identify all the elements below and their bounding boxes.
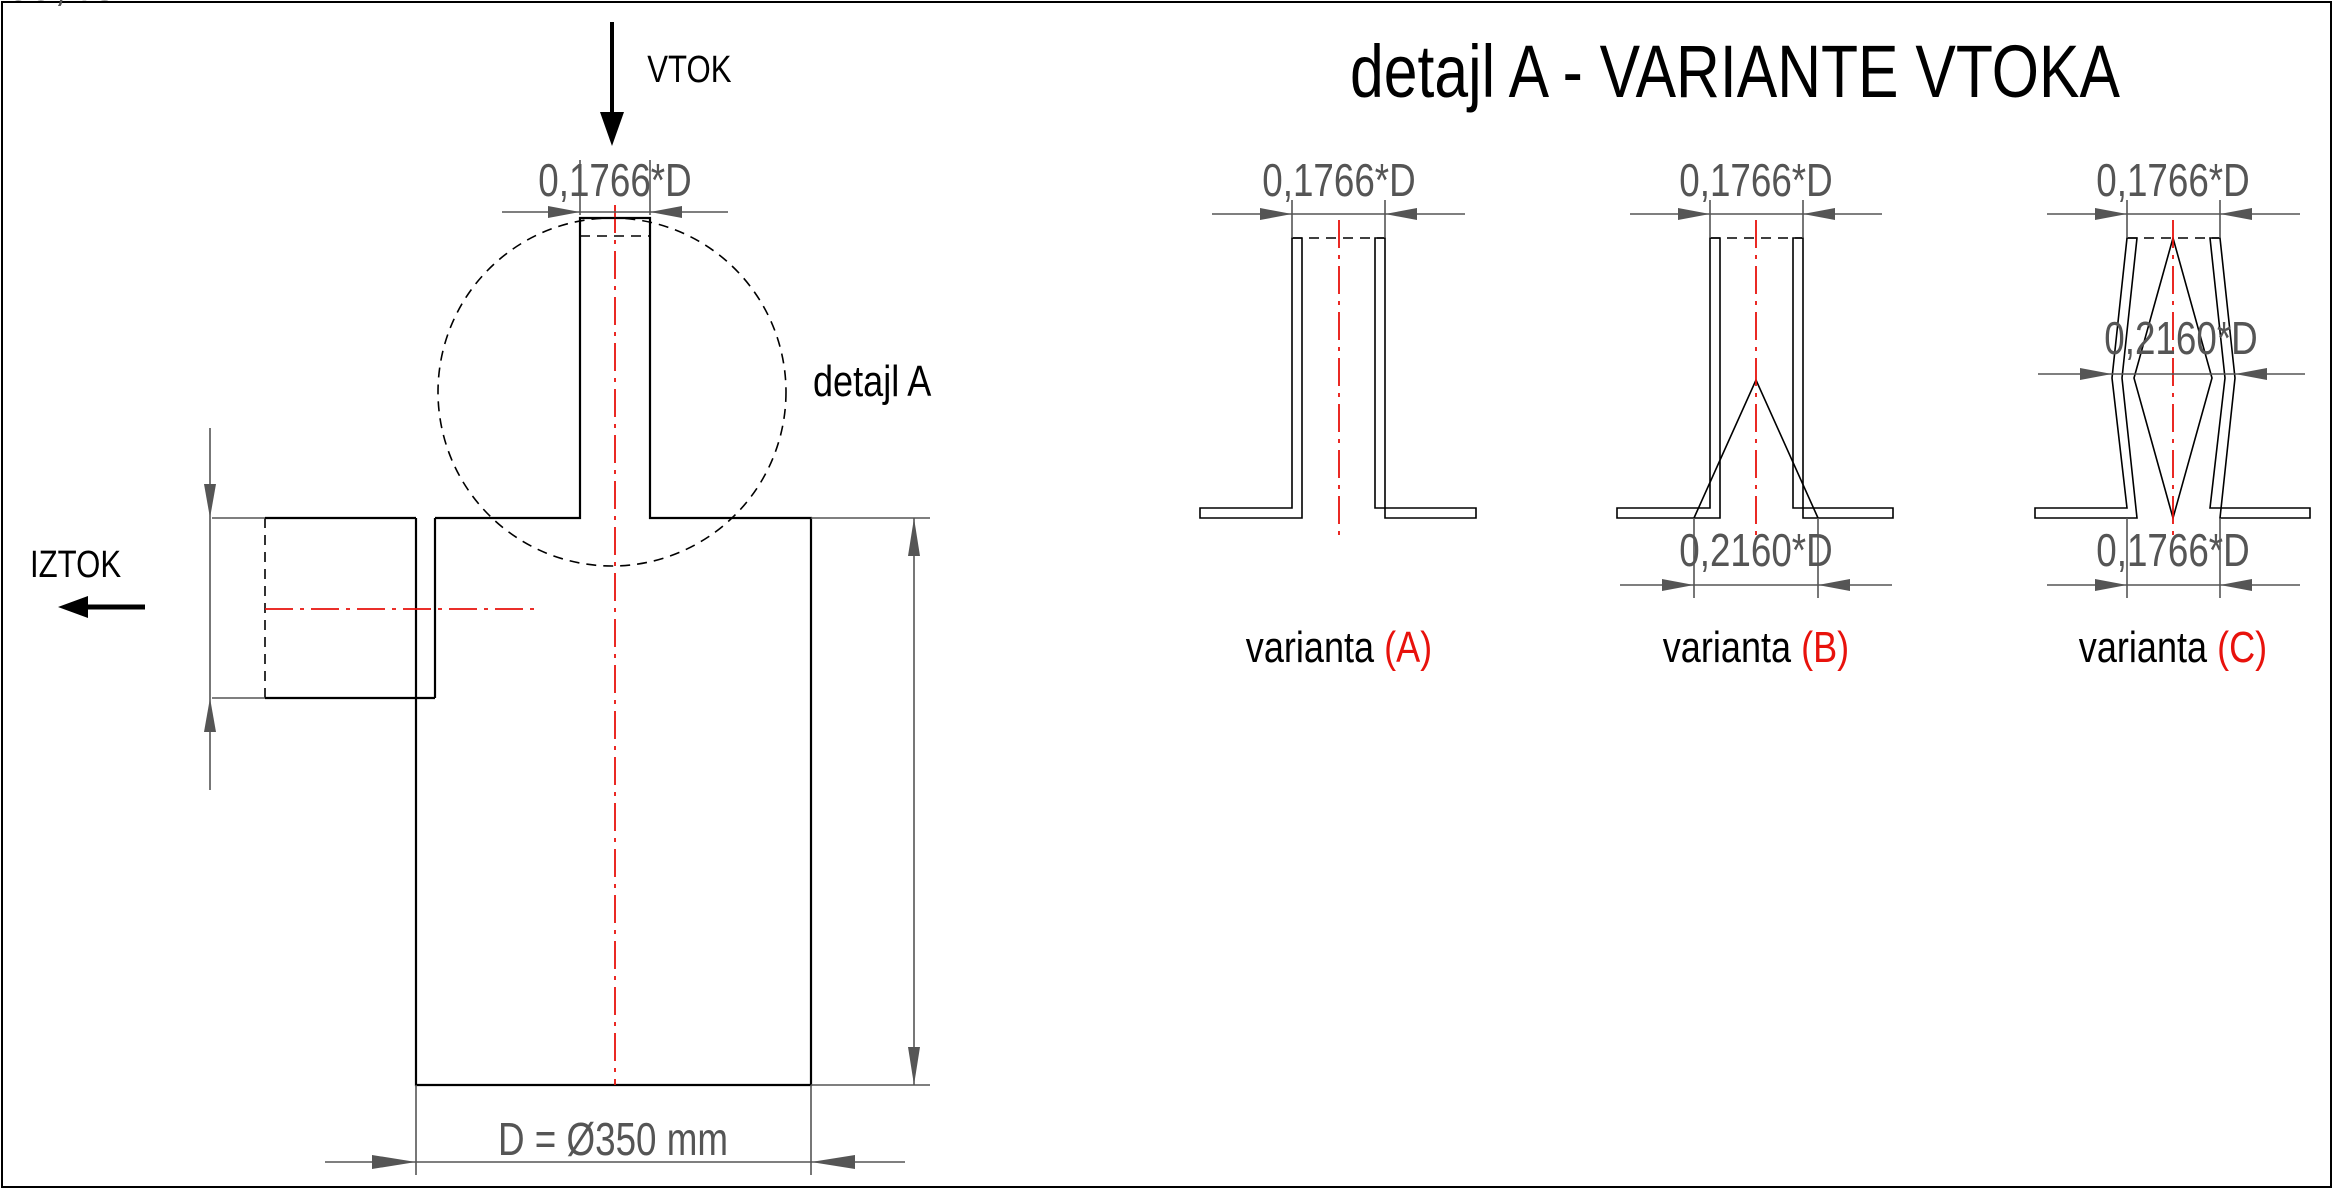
main-view: detajl A VTOK IZTOK 0,1766*D [0,0,931,1175]
dim-diameter-text: D = Ø350 mm [498,1113,728,1165]
detail-label: detajl A [813,357,931,406]
variant-c-dim-bottom-text: 0,1766*D [2096,524,2249,576]
dim-inlet-width: 0,1766*D [502,154,728,218]
variant-c-dim-bottom: 0,1766*D [2047,518,2300,598]
variant-b-dim-bottom: 0,2160*D [1620,518,1892,598]
variant-b-dim-top-text: 0,1766*D [1679,154,1832,206]
variant-b-label: varianta (B) [1663,623,1849,672]
dim-height-text: 1,429*D [0,0,83,10]
dim-diameter: D = Ø350 mm [325,1085,905,1175]
variant-b-outline [1616,237,1894,519]
variant-a-dim-top-text: 0,1766*D [1262,154,1415,206]
detail-circle [437,217,787,567]
variant-c-label: varianta (C) [2079,623,2267,672]
variant-a-label: varianta (A) [1246,623,1432,672]
variant-a: 0,1766*D varianta (A) [1199,154,1477,672]
variant-b-dim-top: 0,1766*D [1630,154,1882,238]
inlet-arrow-icon [600,22,624,146]
dim-height: 1,429*D [0,0,930,1086]
variant-a-outline [1199,237,1477,519]
outlet-arrow-icon [58,596,145,618]
detail-title: detajl A - VARIANTE VTOKA [1350,31,2120,113]
cylinder-body [414,216,813,1087]
variant-c-dim-top: 0,1766*D [2047,154,2300,238]
variant-c-dim-middle-text: 0,2160*D [2104,312,2257,364]
dim-inlet-width-text: 0,1766*D [538,154,691,206]
variant-c-dim-top-text: 0,1766*D [2096,154,2249,206]
variant-b-dim-bottom-text: 0,2160*D [1679,524,1832,576]
inlet-label: VTOK [647,49,731,91]
outlet-pipe [265,516,437,700]
outlet-label: IZTOK [30,544,121,586]
dim-outlet-size: 0,457*D X 0,457*D [0,0,265,790]
variant-a-dim-top: 0,1766*D [1212,154,1465,238]
variant-c-dim-middle: 0,2160*D [2038,312,2305,380]
variant-b: 0,1766*D 0,2160*D varianta (B) [1616,154,1894,672]
dim-outlet-size-text: 0,457*D X 0,457*D [0,0,194,10]
variant-c: 0,1766*D 0,2160*D 0,1766*D varianta (C) [2034,154,2311,672]
